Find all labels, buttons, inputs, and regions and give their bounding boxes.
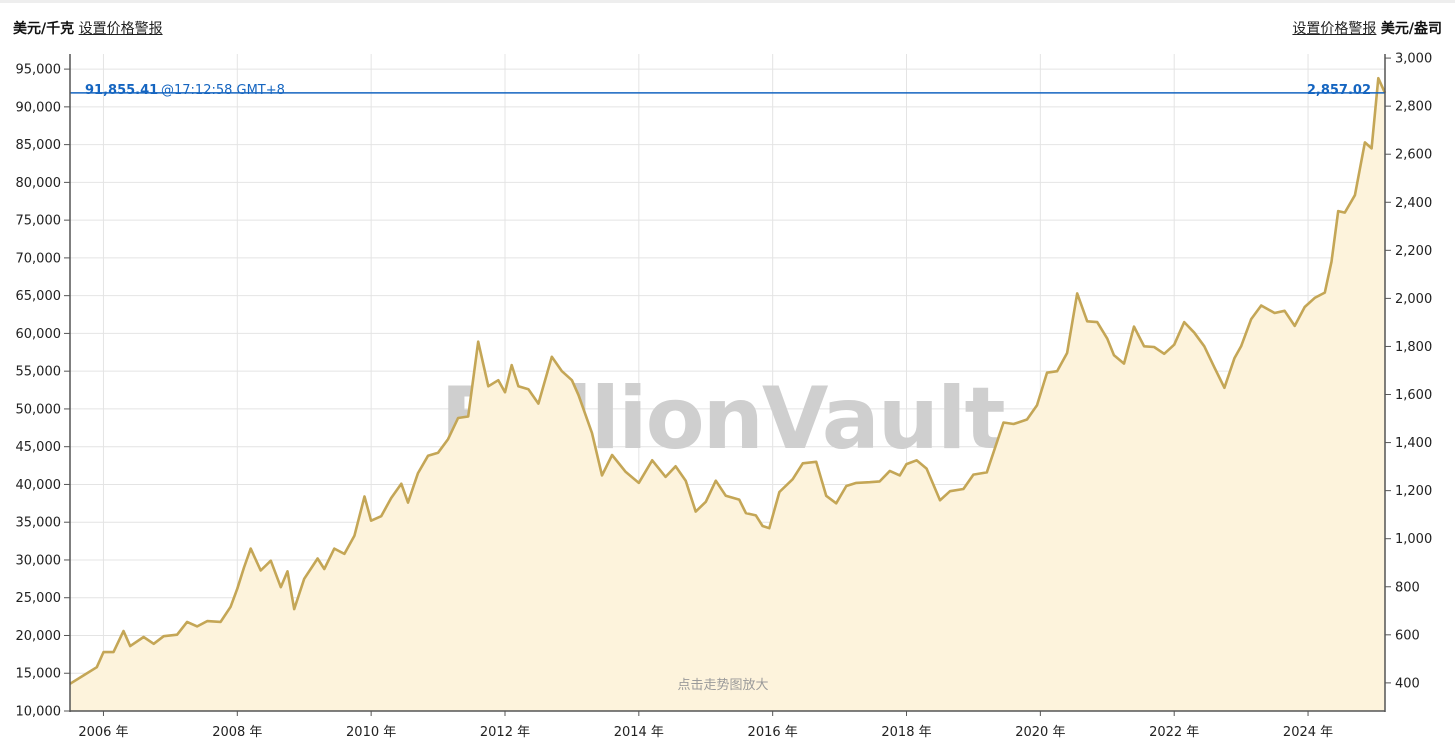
right-tick-label: 2,000 xyxy=(1395,292,1432,307)
right-tick-label: 1,600 xyxy=(1395,388,1432,403)
left-unit-label: 美元/千克 xyxy=(13,21,75,37)
left-tick-label: 45,000 xyxy=(16,440,62,455)
set-price-alert-link-left[interactable]: 设置价格警报 xyxy=(78,21,163,37)
current-price-kg: 91,855.41 xyxy=(85,83,158,98)
right-tick-label: 600 xyxy=(1395,628,1420,643)
x-tick-label: 2024 年 xyxy=(1283,725,1333,740)
right-unit-label: 美元/盎司 xyxy=(1380,21,1442,37)
right-tick-label: 1,000 xyxy=(1395,532,1432,547)
right-tick-label: 400 xyxy=(1395,676,1420,691)
right-tick-label: 2,800 xyxy=(1395,100,1432,115)
x-tick-label: 2020 年 xyxy=(1015,725,1065,740)
left-tick-label: 15,000 xyxy=(16,667,62,682)
x-tick-label: 2014 年 xyxy=(614,725,664,740)
price-series-line xyxy=(69,76,1387,685)
left-tick-label: 25,000 xyxy=(16,591,62,606)
price-area-fill xyxy=(70,78,1385,711)
left-tick-label: 60,000 xyxy=(16,327,62,342)
right-header: 设置价格警报 美元/盎司 xyxy=(1292,18,1442,38)
right-tick-label: 1,400 xyxy=(1395,436,1432,451)
left-tick-label: 75,000 xyxy=(16,214,62,229)
left-tick-label: 80,000 xyxy=(16,176,62,191)
left-header: 美元/千克 设置价格警报 xyxy=(13,18,163,38)
top-border xyxy=(0,0,1455,3)
zoom-hint[interactable]: 点击走势图放大 xyxy=(677,677,768,693)
left-tick-label: 85,000 xyxy=(16,138,62,153)
current-price-timestamp: @17:12:58 GMT+8 xyxy=(161,83,285,98)
x-tick-label: 2006 年 xyxy=(78,725,128,740)
left-y-ticks: 10,000 15,000 20,000 25,000 30,000 35,000 40,0… xyxy=(16,63,70,720)
axes xyxy=(69,54,1386,712)
left-tick-label: 35,000 xyxy=(16,516,62,531)
right-y-ticks: 400 600 800 1,000 1,200 1,400 1,600 1,800 2,000 2… xyxy=(1385,52,1432,691)
left-tick-label: 90,000 xyxy=(16,100,62,115)
right-tick-label: 800 xyxy=(1395,580,1420,595)
left-tick-label: 30,000 xyxy=(16,553,62,568)
set-price-alert-link-right[interactable]: 设置价格警报 xyxy=(1292,21,1377,37)
x-tick-label: 2022 年 xyxy=(1149,725,1199,740)
x-tick-label: 2008 年 xyxy=(212,725,262,740)
left-tick-label: 40,000 xyxy=(16,478,62,493)
x-tick-label: 2016 年 xyxy=(748,725,798,740)
left-tick-label: 55,000 xyxy=(16,365,62,380)
right-tick-label: 1,200 xyxy=(1395,484,1432,499)
right-tick-label: 2,200 xyxy=(1395,244,1432,259)
right-tick-label: 3,000 xyxy=(1395,52,1432,67)
left-tick-label: 95,000 xyxy=(16,63,62,78)
left-tick-label: 65,000 xyxy=(16,289,62,304)
x-tick-label: 2012 年 xyxy=(480,725,530,740)
left-tick-label: 20,000 xyxy=(16,629,62,644)
left-tick-label: 10,000 xyxy=(16,705,62,720)
right-tick-label: 2,400 xyxy=(1395,196,1432,211)
left-tick-label: 70,000 xyxy=(16,251,62,266)
left-tick-label: 50,000 xyxy=(16,402,62,417)
current-price-oz: 2,857.02 xyxy=(1307,83,1371,98)
x-tick-label: 2018 年 xyxy=(881,725,931,740)
x-ticks: 2006 年 2008 年 2010 年 2012 年 2014 年 2016 年 2018… xyxy=(78,711,1333,740)
right-tick-label: 2,600 xyxy=(1395,148,1432,163)
right-tick-label: 1,800 xyxy=(1395,340,1432,355)
x-tick-label: 2010 年 xyxy=(346,725,396,740)
